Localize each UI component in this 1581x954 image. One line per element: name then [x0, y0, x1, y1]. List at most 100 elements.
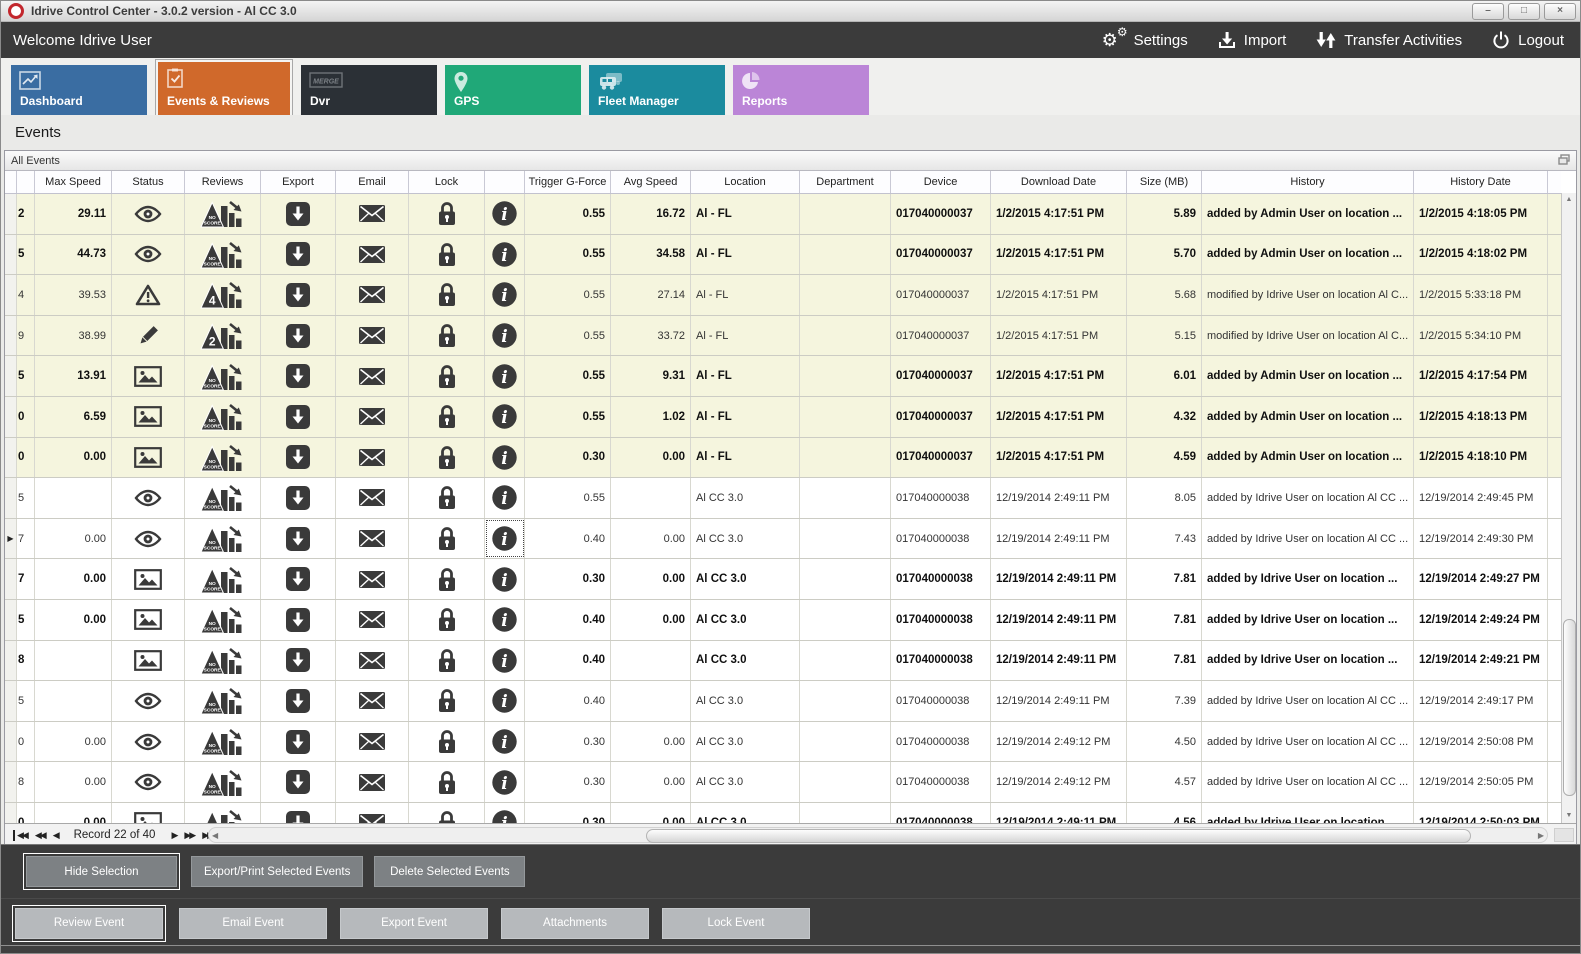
cell-status[interactable] [112, 599, 185, 640]
cell-id-clipped[interactable]: 5 [17, 234, 35, 275]
cell-info[interactable]: i [485, 315, 525, 356]
event-row[interactable]: 8 0.00 NO SCORE i 0.30 0.00 Al CC 3.0 0170400000… [5, 762, 1561, 803]
cell-export[interactable] [261, 640, 336, 681]
horizontal-scroll-thumb[interactable] [646, 829, 1471, 843]
cell-device[interactable]: 017040000037 [891, 396, 991, 437]
cell-location[interactable]: Al - FL [691, 194, 800, 234]
cell-max-speed[interactable]: 6.59 [35, 396, 112, 437]
cell-device[interactable]: 017040000038 [891, 518, 991, 559]
cell-status[interactable] [112, 640, 185, 681]
lock-padlock-icon[interactable] [436, 444, 458, 471]
cell-status[interactable] [112, 437, 185, 478]
email-envelope-icon[interactable] [358, 570, 386, 589]
cell-status[interactable] [112, 721, 185, 762]
status-pencil-icon[interactable] [137, 325, 159, 347]
cell-trigger-g-force[interactable]: 0.55 [525, 275, 611, 315]
cell-department[interactable] [800, 234, 891, 275]
lock-padlock-icon[interactable] [436, 809, 458, 823]
cell-history[interactable]: added by Idrive User on location Al CC .… [1202, 478, 1414, 518]
cell-lock[interactable] [409, 599, 485, 640]
cell-trigger-g-force[interactable]: 0.30 [525, 721, 611, 762]
event-row[interactable]: 0 0.00 NO SCORE i 0.30 0.00 Al - FL 017040000037… [5, 437, 1561, 479]
info-icon[interactable]: i [491, 484, 518, 511]
cell-download-date[interactable]: 1/2/2015 4:17:51 PM [991, 275, 1127, 315]
cell-lock[interactable] [409, 518, 485, 559]
email-envelope-icon[interactable] [358, 488, 386, 507]
cell-email[interactable] [336, 315, 409, 356]
export-event-button[interactable]: Export Event [340, 907, 488, 939]
cell-max-speed[interactable]: 38.99 [35, 315, 112, 356]
cell-download-date[interactable]: 1/2/2015 4:17:51 PM [991, 356, 1127, 396]
cell-avg-speed[interactable]: 9.31 [611, 356, 691, 396]
cell-status[interactable] [112, 518, 185, 559]
export-download-icon[interactable] [285, 526, 311, 552]
cell-size-mb[interactable]: 4.50 [1127, 721, 1202, 762]
info-icon[interactable]: i [491, 363, 518, 390]
event-row[interactable]: 5 13.91 NO SCORE i 0.55 9.31 Al - FL 01704000003… [5, 356, 1561, 397]
status-photo-icon[interactable] [134, 649, 162, 671]
cell-history-date[interactable]: 1/2/2015 4:18:02 PM [1414, 234, 1548, 275]
lock-padlock-icon[interactable] [436, 525, 458, 552]
email-envelope-icon[interactable] [358, 407, 386, 426]
export-download-icon[interactable] [285, 444, 311, 470]
cell-size-mb[interactable]: 5.89 [1127, 194, 1202, 234]
cell-download-date[interactable]: 12/19/2014 2:49:12 PM [991, 762, 1127, 802]
cell-device[interactable]: 017040000038 [891, 599, 991, 640]
info-icon[interactable]: i [491, 525, 518, 552]
cell-download-date[interactable]: 12/19/2014 2:49:11 PM [991, 559, 1127, 599]
cell-history[interactable]: added by Idrive User on location ... [1202, 640, 1414, 681]
email-envelope-icon[interactable] [358, 326, 386, 345]
export-download-icon[interactable] [285, 241, 311, 267]
email-envelope-icon[interactable] [358, 204, 386, 223]
event-row[interactable]: 5 0.00 NO SCORE i 0.40 0.00 Al CC 3.0 0170400000… [5, 599, 1561, 641]
info-icon[interactable]: i [491, 687, 518, 714]
cell-device[interactable]: 017040000038 [891, 721, 991, 762]
cell-trigger-g-force[interactable]: 0.55 [525, 356, 611, 396]
cell-email[interactable] [336, 640, 409, 681]
cell-id-clipped[interactable]: 0 [17, 396, 35, 437]
status-photo-icon[interactable] [134, 812, 162, 823]
cell-info[interactable]: i [485, 518, 525, 559]
cell-download-date[interactable]: 1/2/2015 4:17:51 PM [991, 234, 1127, 275]
cell-avg-speed[interactable] [611, 640, 691, 681]
col-header-export[interactable]: Export [261, 171, 336, 193]
nav-prev-page-button[interactable]: ◀◀ [34, 829, 47, 840]
email-envelope-icon[interactable] [358, 245, 386, 264]
col-header-lock[interactable]: Lock [409, 171, 485, 193]
export-download-icon[interactable] [285, 404, 311, 430]
cell-info[interactable]: i [485, 681, 525, 721]
cell-size-mb[interactable]: 5.68 [1127, 275, 1202, 315]
nav-prev-button[interactable]: ◀ [52, 829, 60, 840]
cell-department[interactable] [800, 356, 891, 396]
email-envelope-icon[interactable] [358, 448, 386, 467]
lock-event-button[interactable]: Lock Event [662, 907, 810, 939]
cell-device[interactable]: 017040000037 [891, 315, 991, 356]
lock-padlock-icon[interactable] [436, 200, 458, 227]
cell-id-clipped[interactable]: 5 [17, 356, 35, 396]
cell-history-date[interactable]: 12/19/2014 2:49:17 PM [1414, 681, 1548, 721]
cell-max-speed[interactable]: 29.11 [35, 194, 112, 234]
col-header-history-date[interactable]: History Date [1414, 171, 1548, 193]
cell-email[interactable] [336, 762, 409, 802]
cell-trigger-g-force[interactable]: 0.30 [525, 802, 611, 823]
cell-download-date[interactable]: 12/19/2014 2:49:11 PM [991, 681, 1127, 721]
cell-trigger-g-force[interactable]: 0.40 [525, 681, 611, 721]
cell-lock[interactable] [409, 478, 485, 518]
cell-trigger-g-force[interactable]: 0.30 [525, 762, 611, 802]
cell-history-date[interactable]: 1/2/2015 4:17:54 PM [1414, 356, 1548, 396]
scroll-right-icon[interactable]: ▶ [1537, 831, 1544, 840]
cell-email[interactable] [336, 559, 409, 599]
hide-selection-button[interactable]: Hide Selection [26, 856, 177, 887]
horizontal-scrollbar[interactable]: ◀ ▶ [208, 827, 1548, 843]
cell-info[interactable]: i [485, 762, 525, 802]
cell-history-date[interactable]: 12/19/2014 2:50:05 PM [1414, 762, 1548, 802]
cell-location[interactable]: Al CC 3.0 [691, 640, 800, 681]
